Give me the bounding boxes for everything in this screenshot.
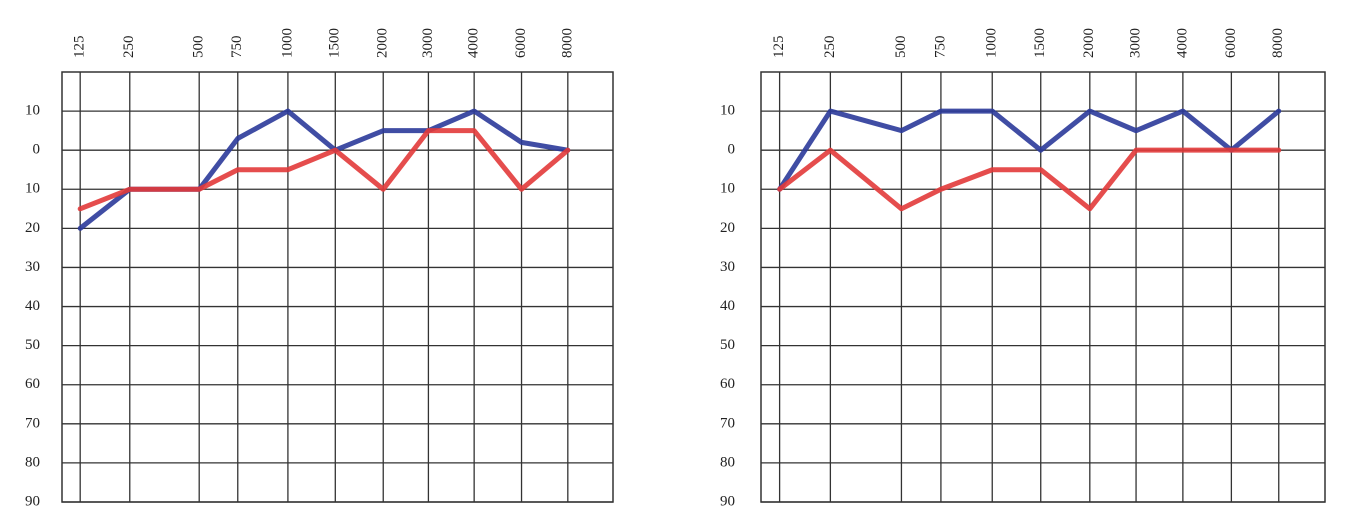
x-tick-label: 2000 <box>375 28 391 58</box>
y-tick-label: 50 <box>720 337 735 353</box>
x-tick-label: 250 <box>121 36 137 59</box>
y-tick-label: 10 <box>720 103 735 119</box>
series-line <box>77 128 571 212</box>
y-tick-label: 80 <box>720 454 735 470</box>
x-tick-label: 4000 <box>1174 28 1190 58</box>
x-tick-label: 1500 <box>327 28 343 58</box>
y-tick-label: 10 <box>720 181 735 197</box>
x-tick-label: 750 <box>932 36 948 59</box>
y-tick-label: 40 <box>720 298 735 314</box>
y-tick-label: 60 <box>720 376 735 392</box>
y-tick-label: 10 <box>25 103 40 119</box>
y-tick-label: 30 <box>25 259 40 275</box>
y-tick-label: 0 <box>33 142 41 158</box>
y-tick-label: 80 <box>25 454 40 470</box>
x-tick-label: 1000 <box>279 28 295 58</box>
x-tick-label: 6000 <box>513 28 529 58</box>
y-tick-label: 0 <box>728 142 736 158</box>
x-tick-label: 8000 <box>559 28 575 58</box>
y-tick-label: 30 <box>720 259 735 275</box>
y-tick-label: 20 <box>720 220 735 236</box>
x-tick-label: 2000 <box>1081 28 1097 58</box>
x-tick-label: 750 <box>229 36 245 58</box>
plot-frame <box>760 71 1326 503</box>
y-tick-label: 90 <box>720 493 735 509</box>
x-tick-label: 3000 <box>1127 28 1143 58</box>
x-tick-label: 125 <box>771 36 787 59</box>
x-tick-label: 500 <box>893 36 909 59</box>
y-tick-label: 20 <box>25 220 40 236</box>
x-tick-label: 500 <box>191 36 207 59</box>
x-tick-label: 125 <box>72 36 88 59</box>
y-tick-label: 70 <box>720 415 735 431</box>
x-tick-label: 6000 <box>1223 28 1239 58</box>
x-tick-label: 1500 <box>1032 28 1048 58</box>
series-line <box>777 108 1282 192</box>
series-line <box>777 147 1282 212</box>
y-tick-label: 70 <box>25 415 40 431</box>
y-tick-label: 50 <box>25 337 40 353</box>
x-tick-label: 3000 <box>420 28 436 58</box>
y-tick-label: 90 <box>25 493 40 509</box>
x-tick-label: 8000 <box>1270 28 1286 58</box>
plot-frame <box>61 71 614 503</box>
x-tick-label: 250 <box>822 36 838 59</box>
y-tick-label: 10 <box>25 181 40 197</box>
series-line <box>77 108 571 231</box>
y-tick-label: 60 <box>25 376 40 392</box>
y-tick-label: 40 <box>25 298 40 314</box>
x-tick-label: 4000 <box>466 28 482 58</box>
x-tick-label: 1000 <box>984 28 1000 58</box>
